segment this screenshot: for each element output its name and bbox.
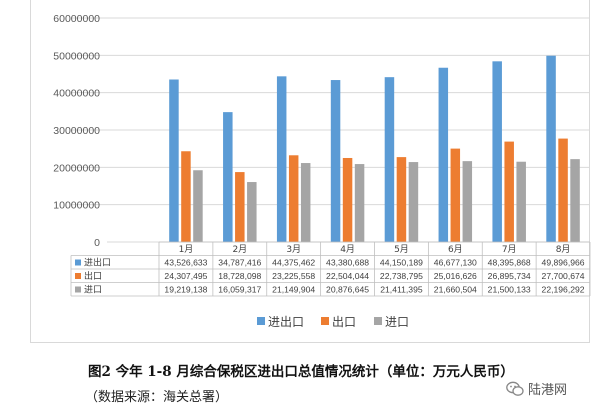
table-cell-value: 34,787,416 bbox=[218, 258, 261, 268]
bar-进出口-3月 bbox=[276, 76, 287, 243]
table-category-label: 4月 bbox=[340, 244, 355, 255]
table-cell-value: 20,876,645 bbox=[326, 285, 369, 295]
table-cell-value: 21,149,904 bbox=[272, 285, 315, 295]
table-category-label: 8月 bbox=[556, 244, 571, 255]
table-cell-value: 22,738,795 bbox=[380, 271, 423, 281]
bar-出口-1月 bbox=[181, 151, 191, 242]
y-tick-label: 10000000 bbox=[53, 200, 100, 212]
table-category-label: 3月 bbox=[286, 244, 301, 255]
bar-出口-8月 bbox=[558, 138, 568, 242]
table-cell-value: 22,196,292 bbox=[542, 285, 585, 295]
y-tick-label: 20000000 bbox=[53, 162, 100, 174]
bar-进口-7月 bbox=[516, 161, 526, 242]
bar-进出口-6月 bbox=[438, 67, 449, 243]
table-cell-value: 26,895,734 bbox=[488, 271, 531, 281]
table-category-label: 1月 bbox=[179, 244, 194, 255]
table-series-name: 出口 bbox=[84, 270, 102, 282]
bar-出口-2月 bbox=[235, 172, 245, 242]
bar-进口-1月 bbox=[193, 170, 203, 242]
table-category-label: 6月 bbox=[448, 244, 463, 255]
legend-key-出口 bbox=[321, 317, 329, 325]
watermark: 陆港网 bbox=[506, 379, 567, 398]
bar-出口-6月 bbox=[450, 148, 461, 242]
y-tick-label: 30000000 bbox=[53, 125, 100, 137]
table-cell-value: 18,728,098 bbox=[218, 271, 261, 281]
bar-进出口-2月 bbox=[223, 112, 233, 242]
legend-label-进口: 进口 bbox=[385, 315, 409, 329]
table-series-name: 进口 bbox=[84, 285, 102, 296]
watermark-text: 陆港网 bbox=[528, 383, 568, 398]
table-cell-value: 21,411,395 bbox=[380, 285, 423, 295]
bar-进出口-7月 bbox=[492, 61, 502, 242]
table-cell-value: 48,395,868 bbox=[488, 258, 531, 268]
table-cell-value: 19,219,138 bbox=[164, 285, 207, 295]
y-tick-label: 40000000 bbox=[53, 88, 100, 100]
table-cell-value: 16,059,317 bbox=[218, 285, 261, 295]
y-tick-label: 60000000 bbox=[53, 13, 100, 25]
legend-label-出口: 出口 bbox=[332, 315, 356, 329]
table-legend-key bbox=[75, 259, 81, 266]
bar-进口-4月 bbox=[354, 164, 365, 242]
bar-进口-5月 bbox=[408, 162, 419, 242]
table-cell-value: 46,677,130 bbox=[434, 258, 477, 268]
chart-frame: 60000000 50000000 40000000 30000000 20000000… bbox=[30, 0, 591, 343]
table-cell-value: 25,016,626 bbox=[434, 271, 477, 281]
table-cell-value: 44,375,462 bbox=[272, 258, 315, 268]
bar-进出口-5月 bbox=[384, 77, 395, 242]
legend-key-进口 bbox=[374, 317, 382, 325]
table-legend-key bbox=[75, 273, 81, 279]
table-legend-key bbox=[75, 286, 81, 293]
table-cell-value: 21,500,133 bbox=[488, 285, 531, 295]
bar-出口-3月 bbox=[288, 155, 299, 242]
table-cell-value: 43,380,688 bbox=[326, 258, 369, 268]
data-source-note: （数据来源：海关总署） bbox=[85, 390, 229, 405]
y-tick-label: 50000000 bbox=[53, 50, 100, 62]
bar-进口-3月 bbox=[300, 163, 311, 242]
table-cell-value: 23,225,558 bbox=[272, 271, 315, 281]
table-series-name: 进出口 bbox=[84, 257, 111, 269]
table-category-label: 7月 bbox=[502, 244, 517, 255]
wechat-icon bbox=[506, 381, 524, 396]
table-cell-value: 27,700,674 bbox=[542, 271, 585, 281]
bar-出口-7月 bbox=[504, 141, 514, 242]
bar-出口-4月 bbox=[342, 157, 353, 242]
figure-caption: 图2 今年 1-8 月综合保税区进出口总值情况统计（单位：万元人民币） bbox=[88, 364, 514, 380]
legend-key-进出口 bbox=[257, 317, 265, 325]
bar-进出口-4月 bbox=[330, 80, 341, 242]
bar-进口-6月 bbox=[462, 161, 473, 242]
table-cell-value: 43,526,633 bbox=[164, 258, 207, 268]
legend-label-进出口: 进出口 bbox=[268, 315, 304, 329]
table-category-label: 2月 bbox=[232, 244, 247, 255]
table-cell-value: 22,504,044 bbox=[326, 271, 369, 281]
table-cell-value: 44,150,189 bbox=[380, 258, 423, 268]
y-tick-label: 0 bbox=[94, 237, 100, 249]
table-cell-value: 49,896,966 bbox=[542, 258, 585, 268]
table-cell-value: 21,660,504 bbox=[434, 285, 477, 295]
bar-进口-8月 bbox=[570, 159, 580, 242]
bar-进出口-1月 bbox=[169, 79, 179, 242]
table-category-label: 5月 bbox=[394, 244, 409, 255]
bar-出口-5月 bbox=[396, 157, 407, 242]
chart: 60000000 50000000 40000000 30000000 20000000… bbox=[53, 13, 591, 329]
bar-进口-2月 bbox=[247, 182, 257, 242]
bar-进出口-8月 bbox=[546, 55, 556, 243]
table-cell-value: 24,307,495 bbox=[164, 271, 207, 281]
